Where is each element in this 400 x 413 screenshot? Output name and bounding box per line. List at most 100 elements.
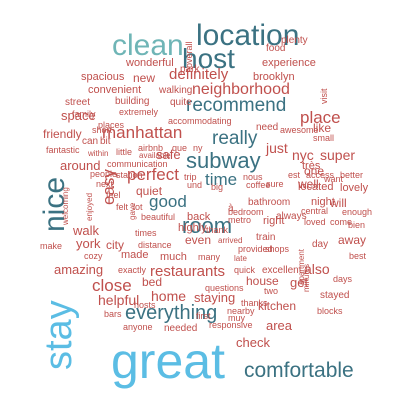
word-access: access bbox=[306, 170, 335, 180]
word-central: central bbox=[301, 206, 329, 216]
word-needed: needed bbox=[164, 323, 198, 334]
word-york: york bbox=[76, 236, 101, 251]
word-home: home bbox=[151, 288, 187, 304]
word-neighborhood: neighborhood bbox=[192, 81, 290, 98]
word-perfect: perfect bbox=[127, 165, 179, 184]
word-really: really bbox=[212, 128, 258, 149]
word-coffee: coffee bbox=[246, 180, 271, 190]
word-recommend: recommend bbox=[186, 95, 287, 116]
word-family: family bbox=[72, 109, 96, 119]
word-bien: bien bbox=[348, 220, 366, 230]
word-stay: stay bbox=[38, 300, 80, 370]
word-apartment: apartment bbox=[297, 248, 306, 285]
word-around: around bbox=[60, 158, 101, 173]
word-responsive: responsive bbox=[209, 320, 253, 330]
word-ny: ny bbox=[193, 143, 203, 153]
word-like: like bbox=[313, 121, 332, 135]
word-space: space bbox=[61, 108, 96, 123]
word-back: back bbox=[187, 211, 211, 223]
word-gave: gave bbox=[128, 202, 137, 220]
word-area: area bbox=[266, 318, 293, 333]
word-sure: sure bbox=[266, 179, 284, 189]
word-bit: bit bbox=[100, 136, 111, 147]
word-questions: questions bbox=[205, 283, 244, 293]
word-place: place bbox=[300, 108, 341, 127]
word-metro: metro bbox=[228, 215, 252, 225]
word-park: park bbox=[180, 64, 200, 75]
word-enough: enough bbox=[342, 207, 373, 217]
word-wonderful: wonderful bbox=[126, 57, 174, 69]
word-stayed: stayed bbox=[320, 290, 350, 301]
word-arrived: arrived bbox=[218, 236, 243, 245]
word-plenty: plenty bbox=[281, 35, 308, 46]
word-small: small bbox=[313, 133, 335, 143]
word-also: also bbox=[304, 261, 330, 277]
word-two: two bbox=[264, 286, 279, 296]
word-quite: quite bbox=[170, 97, 192, 108]
word-airbnb: airbnb bbox=[138, 143, 164, 153]
word-time: time bbox=[205, 170, 238, 189]
word-convenient: convenient bbox=[88, 84, 142, 96]
word-want: want bbox=[324, 174, 344, 184]
word-excellent: excellent bbox=[262, 265, 302, 276]
word-loved: loved bbox=[304, 217, 326, 227]
word-host: host bbox=[182, 43, 235, 74]
word-located: located bbox=[298, 181, 334, 193]
word-feel: feel bbox=[106, 190, 121, 200]
word-best: best bbox=[349, 251, 367, 261]
word-exactly: exactly bbox=[118, 265, 147, 275]
word-train: train bbox=[256, 232, 276, 243]
word-beautiful: beautiful bbox=[141, 212, 176, 222]
word-anyone: anyone bbox=[123, 322, 153, 332]
word-walking: walking bbox=[159, 85, 193, 96]
word-und: und bbox=[187, 180, 203, 190]
word-awesome: awesome bbox=[280, 125, 319, 135]
word-food: food bbox=[266, 43, 286, 54]
word-muy: muy bbox=[228, 313, 246, 323]
word-well: well bbox=[298, 177, 319, 191]
word-just: just bbox=[266, 140, 288, 156]
word-short: short bbox=[92, 125, 113, 135]
word-blocks: blocks bbox=[317, 306, 343, 316]
word-brooklyn: brooklyn bbox=[253, 71, 295, 83]
word-days: days bbox=[333, 274, 353, 284]
word-good: good bbox=[149, 192, 187, 211]
word-room: room bbox=[182, 213, 233, 238]
word-people: people bbox=[90, 169, 118, 179]
word-felt: felt bbox=[116, 202, 129, 212]
word-comfortable: comfortable bbox=[244, 359, 354, 382]
word-nearby: nearby bbox=[227, 306, 255, 316]
word-everything: everything bbox=[125, 302, 218, 324]
word-super: super bbox=[320, 147, 356, 163]
word-distance: distance bbox=[138, 240, 172, 250]
word-station: station bbox=[116, 170, 143, 180]
word-communication: communication bbox=[107, 159, 168, 169]
word-better: better bbox=[340, 170, 364, 180]
word-city: city bbox=[106, 238, 124, 252]
word-many: many bbox=[198, 252, 221, 262]
word-highly: highly bbox=[178, 222, 207, 234]
word-places: places bbox=[98, 120, 125, 130]
word-check: check bbox=[236, 335, 270, 350]
word-visit: visit bbox=[319, 88, 329, 105]
word-bathroom: bathroom bbox=[248, 197, 291, 208]
word-shops: shops bbox=[265, 244, 290, 254]
word-day: day bbox=[312, 239, 329, 250]
word-staying: staying bbox=[194, 290, 236, 305]
word-kitchen: kitchen bbox=[258, 299, 297, 313]
word-come: come bbox=[330, 217, 353, 227]
word-one: one bbox=[304, 164, 325, 178]
word-a-grave: à bbox=[228, 203, 234, 214]
word-lovely: lovely bbox=[340, 182, 369, 194]
word-quick: quick bbox=[234, 265, 256, 275]
word-cozy: cozy bbox=[84, 251, 103, 261]
word-helpful: helpful bbox=[98, 292, 140, 308]
word-available: available bbox=[139, 151, 171, 160]
word-little: little bbox=[116, 147, 133, 157]
word-tres: très bbox=[302, 160, 321, 172]
word-bed: bed bbox=[142, 275, 163, 289]
word-overall: overall bbox=[184, 41, 194, 68]
word-amazing: amazing bbox=[54, 262, 104, 277]
word-thanks: thanks bbox=[241, 298, 268, 308]
word-next: next bbox=[96, 179, 114, 189]
